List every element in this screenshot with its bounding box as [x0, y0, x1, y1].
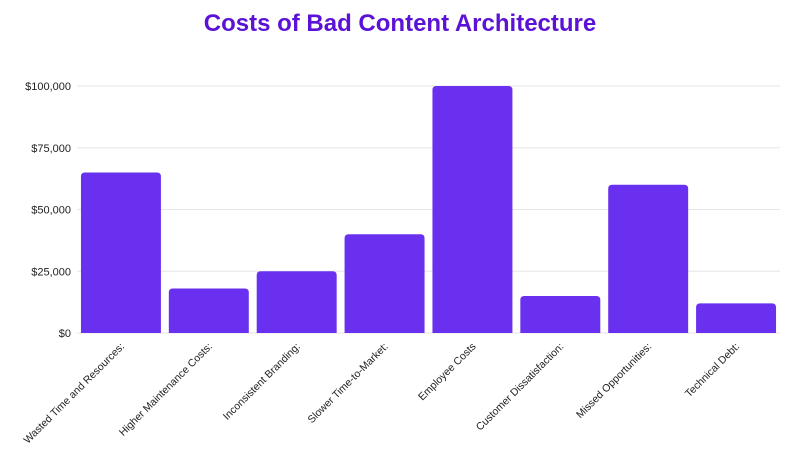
x-category-label: Customer Dissatisfaction: — [474, 341, 567, 434]
y-tick-label: $0 — [59, 328, 71, 340]
bar — [168, 288, 249, 333]
chart-title: Costs of Bad Content Architecture — [203, 10, 597, 37]
y-tick-label: $50,000 — [31, 205, 71, 217]
y-tick-label: $75,000 — [31, 143, 71, 155]
x-category-label: Technical Debt: — [683, 341, 742, 400]
x-category-label: Higher Maintenance Costs: — [117, 341, 215, 439]
bar — [520, 295, 601, 333]
bar — [696, 303, 777, 333]
bar — [256, 271, 337, 333]
x-category-label: Employee Costs — [416, 341, 479, 404]
bars — [80, 86, 777, 333]
x-category-label: Wasted Time and Resources: — [21, 341, 127, 447]
x-category-label: Slower Time-to-Market: — [305, 341, 390, 426]
bar — [432, 86, 513, 333]
y-axis-tick-labels: $0 $25,000 $50,000 $75,000 $100,000 — [25, 81, 71, 340]
bar — [80, 172, 161, 333]
bar — [608, 184, 689, 333]
y-tick-label: $25,000 — [31, 266, 71, 278]
bar — [344, 234, 425, 333]
x-category-label: Inconsistent Branding: — [221, 341, 303, 423]
y-tick-label: $100,000 — [25, 81, 71, 93]
x-category-label: Missed Opportunities: — [574, 341, 654, 421]
x-axis-category-labels: Wasted Time and Resources:Higher Mainten… — [21, 341, 742, 447]
